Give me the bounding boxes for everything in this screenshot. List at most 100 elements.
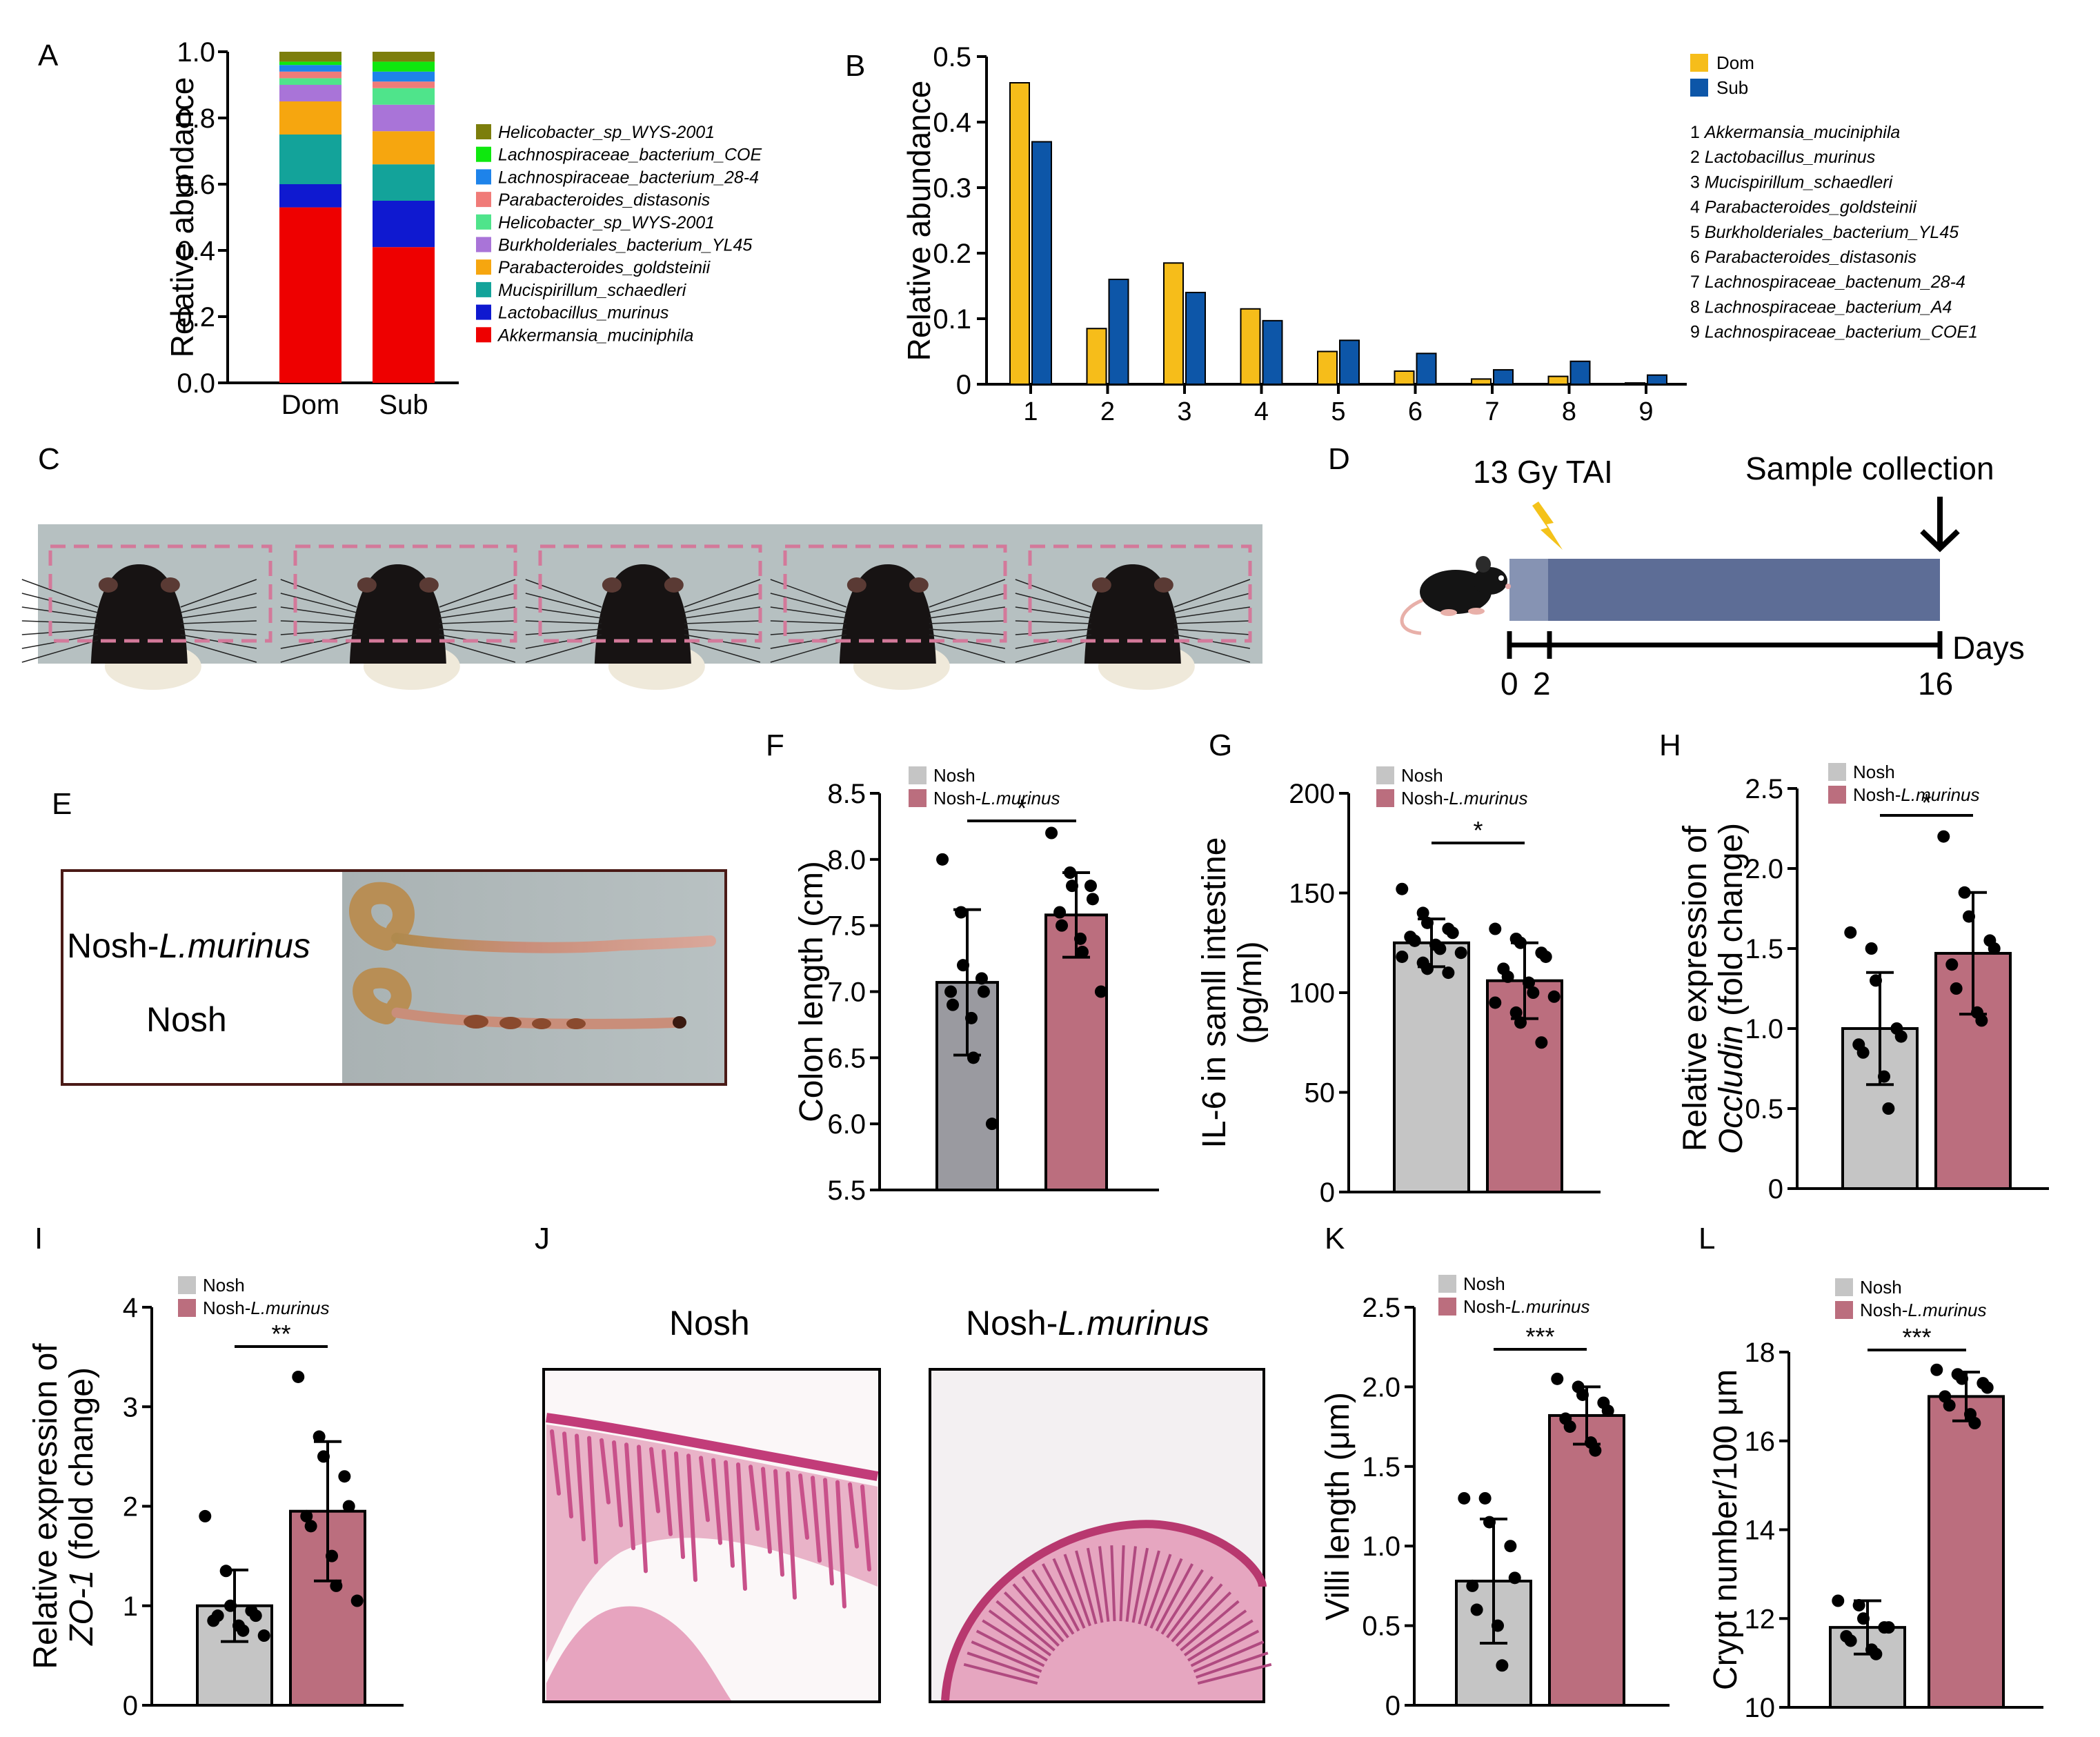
data-point-nosh-l-murinus <box>350 1594 364 1607</box>
y-tick-label: 5.5 <box>827 1175 866 1206</box>
species-number: 7 <box>1690 272 1705 292</box>
crypt <box>1160 1569 1204 1635</box>
label-rest: (fold change) <box>63 1367 100 1570</box>
data-point-nosh-l-murinus <box>1064 866 1077 879</box>
legend-label: Parabacteroides_goldsteinii <box>498 258 711 277</box>
data-point-nosh-l-murinus <box>1937 830 1950 843</box>
y-tick-label: 2.5 <box>1745 774 1783 804</box>
legend-label-nosh: Nosh <box>203 1275 245 1296</box>
data-point-nosh <box>1882 1621 1895 1634</box>
whisker <box>929 620 1005 624</box>
panel-letter-d: D <box>1328 442 1350 476</box>
x-tick-label-8: 8 <box>1562 397 1576 426</box>
whisker <box>439 606 515 619</box>
data-point-nosh <box>249 1609 262 1622</box>
species-name: Lachnospiraceae_bactenum_28-4 <box>1705 272 1965 292</box>
y-tick-label: 2.0 <box>1362 1372 1400 1402</box>
data-point-nosh <box>1878 1070 1890 1083</box>
y-tick-label: 1.0 <box>1745 1014 1783 1044</box>
crypt <box>1003 1591 1060 1647</box>
whisker <box>770 639 847 663</box>
whisker <box>770 620 846 624</box>
y-tick-label: 2 <box>123 1492 138 1522</box>
panel-letter-i: I <box>34 1222 43 1255</box>
data-point-nosh <box>1504 1540 1517 1553</box>
panel-letter-f: F <box>766 728 784 762</box>
villus <box>587 1436 598 1565</box>
villus <box>773 1469 784 1577</box>
legend-species: L.murinus <box>1449 788 1527 808</box>
whisker <box>770 606 846 619</box>
whisker <box>180 579 257 608</box>
species-list-item: 9 Lachnospiraceae_bacterium_COE1 <box>1690 323 1978 342</box>
villus <box>811 1476 822 1563</box>
legend-label-nosh: Nosh <box>1860 1277 1902 1298</box>
data-point-nosh-l-murinus <box>1509 1006 1523 1019</box>
data-point-nosh-l-murinus <box>1988 942 2001 955</box>
whisker <box>1015 579 1092 608</box>
whisker <box>280 634 357 649</box>
x-tick-label-dom: Dom <box>281 390 339 420</box>
y-tick-label: 1.0 <box>177 37 215 68</box>
legend-label: Helicobacter_sp_WYS-2001 <box>498 213 715 232</box>
mouse-ear-left <box>98 577 118 593</box>
data-point-nosh-l-murinus <box>1601 1405 1614 1418</box>
y-axis-label-line: Occludin (fold change) <box>1713 823 1750 1154</box>
mouse-ear-right <box>664 577 684 593</box>
crypt <box>1110 1545 1116 1622</box>
whisker <box>929 579 1006 608</box>
data-point-nosh <box>1496 1659 1509 1672</box>
data-point-nosh-l-murinus <box>1956 1372 1968 1385</box>
legend-species: L.murinus <box>1901 784 1979 805</box>
whisker <box>180 606 257 619</box>
data-point-nosh <box>1857 1612 1870 1625</box>
bar-segment-helicobacter-sp-wys-2001 <box>373 52 435 62</box>
panel-c-mouse-photos <box>21 524 1262 690</box>
y-tick-label: 0.5 <box>1745 1094 1783 1124</box>
legend-prefix: Nosh- <box>203 1298 250 1318</box>
villi-pattern-nosh <box>550 1429 871 1609</box>
data-point-nosh <box>957 959 969 972</box>
legend-swatch <box>476 327 491 343</box>
legend-species: L.murinus <box>250 1298 329 1318</box>
y-axis-label: Villi length (μm) <box>1320 1392 1356 1620</box>
whisker <box>21 593 99 613</box>
whisker <box>180 620 257 624</box>
data-point-nosh-l-murinus <box>1547 990 1561 1003</box>
legend-swatch-nosh <box>1828 763 1846 781</box>
y-tick-label: 0.3 <box>933 173 971 204</box>
whisker <box>439 639 516 663</box>
whisker <box>180 628 257 635</box>
y-tick-label: 0 <box>1768 1174 1783 1204</box>
colon-label-nosh: Nosh <box>146 1000 227 1039</box>
y-axis-label: Crypt number/100 μm <box>1707 1369 1744 1690</box>
y-tick-label: 18 <box>1745 1338 1776 1368</box>
crypt <box>967 1651 1040 1679</box>
legend-swatch <box>476 281 491 297</box>
data-point-nosh <box>257 1629 270 1642</box>
crypt <box>1166 1576 1214 1639</box>
species-list-item: 4 Parabacteroides_goldsteinii <box>1690 198 1917 217</box>
legend-label-nosh-l-murinus: Nosh-L.murinus <box>1860 1300 1987 1320</box>
whisker <box>1173 620 1250 624</box>
panel-letter-g: G <box>1209 728 1232 762</box>
whisker <box>1015 593 1092 613</box>
bar-segment-parabacteroides-goldsteinii <box>373 131 435 165</box>
whisker <box>929 639 1006 663</box>
y-tick-label: 4 <box>123 1293 138 1323</box>
data-point-nosh <box>1434 942 1447 955</box>
legend-species: L.murinus <box>1511 1296 1589 1317</box>
whisker <box>1015 620 1091 624</box>
y-tick-label: 3 <box>123 1392 138 1422</box>
y-tick-label: 0.2 <box>933 239 971 269</box>
data-point-nosh-l-murinus <box>1045 826 1058 840</box>
legend-swatch-nosh-l-murinus <box>1438 1298 1456 1316</box>
panel-h-occludin-chart: 0 0.5 1.0 1.5 2.0 2.5 Relative expression of Oc… <box>1677 762 2049 1204</box>
whisker <box>439 628 515 635</box>
bar-dom-1 <box>1009 82 1030 385</box>
legend-species: L.murinus <box>1908 1300 1986 1320</box>
data-point-nosh-l-murinus <box>1551 1372 1564 1385</box>
panel-g-il6-chart: 0 50 100 150 200 IL-6 in samll intestine (pg/m… <box>1196 765 1601 1208</box>
villus <box>798 1473 809 1540</box>
